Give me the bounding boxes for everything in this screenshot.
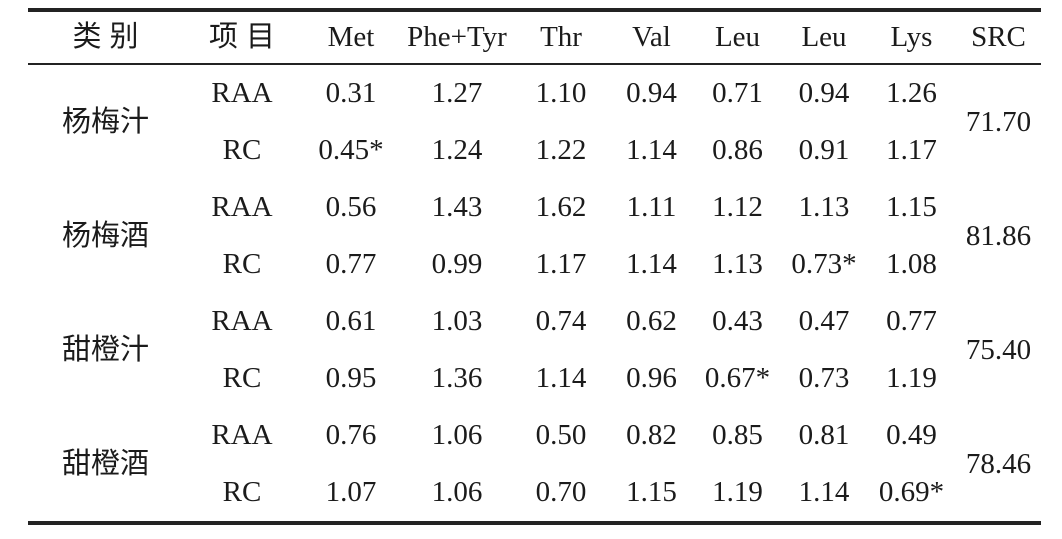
header-cell-lys: Lys	[890, 21, 933, 53]
value-cell: 0.82	[626, 419, 677, 451]
value-cell: 0.56	[325, 191, 377, 223]
value-cell: 1.19	[712, 476, 763, 508]
table-row: RC 1.07 1.06 0.70 1.15 1.19 1.14 0.69*	[28, 464, 1041, 523]
value-cell: 1.43	[431, 191, 483, 223]
value-cell: 0.47	[798, 305, 850, 337]
value-cell: 1.26	[886, 77, 937, 109]
category-cell: 甜橙酒	[61, 447, 149, 480]
value-cell: 0.76	[325, 419, 377, 451]
value-cell: 1.13	[712, 248, 763, 280]
value-cell: 0.43	[712, 305, 763, 337]
value-cell: 1.15	[626, 476, 677, 508]
amino-acid-ratio-table: 类别 项目 Met Phe+Tyr Thr Val Leu Leu Lys SR…	[28, 8, 1041, 525]
table-row: RC 0.77 0.99 1.17 1.14 1.13 0.73* 1.08	[28, 236, 1041, 293]
value-cell: 0.99	[431, 248, 483, 280]
item-cell: RC	[222, 362, 262, 394]
value-cell: 0.86	[712, 134, 763, 166]
value-cell: 1.15	[886, 191, 937, 223]
value-cell: 0.61	[325, 305, 377, 337]
header-cell-leu-1: Leu	[714, 21, 761, 53]
table-row: 甜橙酒 RAA 0.76 1.06 0.50 0.82 0.85 0.81 0.…	[28, 407, 1041, 479]
table-row: 杨梅汁 RAA 0.31 1.27 1.10 0.94 0.71 0.94 1.…	[28, 64, 1041, 137]
value-cell: 0.77	[325, 248, 377, 280]
value-cell: 0.94	[626, 77, 677, 109]
value-cell: 1.22	[535, 134, 587, 166]
value-cell: 1.17	[535, 248, 587, 280]
table-row: RC 0.45* 1.24 1.22 1.14 0.86 0.91 1.17	[28, 122, 1041, 179]
item-cell: RAA	[211, 77, 273, 109]
value-cell: 0.91	[798, 134, 850, 166]
table-row: 杨梅酒 RAA 0.56 1.43 1.62 1.11 1.12 1.13 1.…	[28, 179, 1041, 251]
src-cell: 81.86	[965, 219, 1032, 252]
header-cell-category: 类别	[72, 21, 147, 53]
header-cell-src: SRC	[971, 21, 1026, 53]
value-cell: 1.62	[535, 191, 587, 223]
value-cell: 1.11	[626, 191, 677, 223]
category-cell: 甜橙汁	[61, 333, 149, 366]
header-cell-leu-2: Leu	[801, 21, 847, 53]
value-cell: 0.73*	[791, 248, 857, 280]
value-cell: 1.07	[325, 476, 377, 508]
value-cell: 1.19	[886, 362, 937, 394]
value-cell: 1.17	[886, 134, 937, 166]
value-cell: 1.14	[626, 134, 677, 166]
value-cell: 0.77	[886, 305, 937, 337]
value-cell: 0.71	[712, 77, 763, 109]
item-cell: RAA	[211, 191, 273, 223]
item-cell: RAA	[211, 419, 273, 451]
header-row: 类别 项目 Met Phe+Tyr Thr Val Leu Leu Lys SR…	[28, 10, 1041, 64]
header-cell-phe-tyr: Phe+Tyr	[407, 21, 507, 53]
value-cell: 1.06	[431, 419, 483, 451]
category-cell: 杨梅酒	[61, 219, 149, 252]
value-cell: 1.13	[798, 191, 850, 223]
value-cell: 1.08	[886, 248, 937, 280]
value-cell: 1.10	[535, 77, 587, 109]
value-cell: 0.49	[886, 419, 937, 451]
table-row: 甜橙汁 RAA 0.61 1.03 0.74 0.62 0.43 0.47 0.…	[28, 293, 1041, 365]
value-cell: 0.70	[535, 476, 587, 508]
src-cell: 78.46	[965, 447, 1032, 480]
value-cell: 0.95	[325, 362, 377, 394]
value-cell: 0.50	[535, 419, 587, 451]
value-cell: 0.94	[798, 77, 850, 109]
value-cell: 1.36	[431, 362, 483, 394]
value-cell: 0.45*	[318, 134, 384, 166]
src-cell: 75.40	[965, 333, 1032, 366]
value-cell: 0.85	[712, 419, 763, 451]
category-cell: 杨梅汁	[61, 105, 149, 138]
value-cell: 1.24	[431, 134, 483, 166]
value-cell: 0.73	[798, 362, 850, 394]
value-cell: 0.81	[798, 419, 850, 451]
item-cell: RC	[222, 476, 262, 508]
value-cell: 1.12	[712, 191, 763, 223]
value-cell: 1.14	[798, 476, 850, 508]
value-cell: 0.96	[626, 362, 677, 394]
value-cell: 1.14	[535, 362, 587, 394]
header-cell-thr: Thr	[540, 21, 582, 53]
header-cell-met: Met	[327, 21, 375, 53]
item-cell: RC	[222, 134, 262, 166]
item-cell: RC	[222, 248, 262, 280]
table-row: RC 0.95 1.36 1.14 0.96 0.67* 0.73 1.19	[28, 350, 1041, 407]
value-cell: 0.31	[325, 77, 377, 109]
value-cell: 0.74	[535, 305, 587, 337]
src-cell: 71.70	[965, 105, 1032, 138]
value-cell: 0.62	[626, 305, 677, 337]
header-cell-item: 项目	[208, 21, 283, 53]
value-cell: 0.67*	[704, 362, 771, 394]
header-cell-val: Val	[632, 21, 671, 53]
value-cell: 0.69*	[878, 476, 945, 508]
value-cell: 1.27	[431, 77, 483, 109]
value-cell: 1.14	[626, 248, 677, 280]
item-cell: RAA	[211, 305, 273, 337]
value-cell: 1.03	[431, 305, 483, 337]
value-cell: 1.06	[431, 476, 483, 508]
